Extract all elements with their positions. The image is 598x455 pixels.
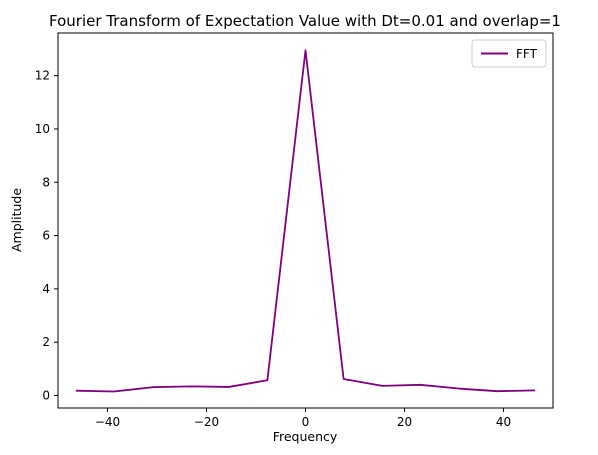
plot-frame xyxy=(57,32,554,409)
y-tick-label: 2 xyxy=(42,335,50,349)
series-layer xyxy=(75,49,536,393)
ticks-layer: −40 −20 0 20 40 0 2 4 6 8 10 12 xyxy=(35,69,511,429)
x-tick-label: −40 xyxy=(95,415,120,429)
chart-title: Fourier Transform of Expectation Value w… xyxy=(49,12,561,30)
x-tick-label: 40 xyxy=(496,415,511,429)
y-tick-label: 4 xyxy=(42,282,50,296)
x-tick-label: −20 xyxy=(194,415,219,429)
x-axis-label: Frequency xyxy=(273,429,338,444)
x-tick-label: 0 xyxy=(302,415,310,429)
y-tick-label: 12 xyxy=(35,69,50,83)
y-tick-label: 0 xyxy=(42,388,50,402)
legend-label-fft: FFT xyxy=(516,47,538,61)
y-tick-label: 8 xyxy=(42,175,50,189)
x-tick-label: 20 xyxy=(397,415,412,429)
series-line-fft xyxy=(75,49,536,393)
y-axis-label: Amplitude xyxy=(9,188,24,252)
y-tick-label: 6 xyxy=(42,229,50,243)
y-tick-label: 10 xyxy=(35,122,50,136)
legend-box xyxy=(471,39,547,68)
legend: FFT xyxy=(471,39,547,68)
